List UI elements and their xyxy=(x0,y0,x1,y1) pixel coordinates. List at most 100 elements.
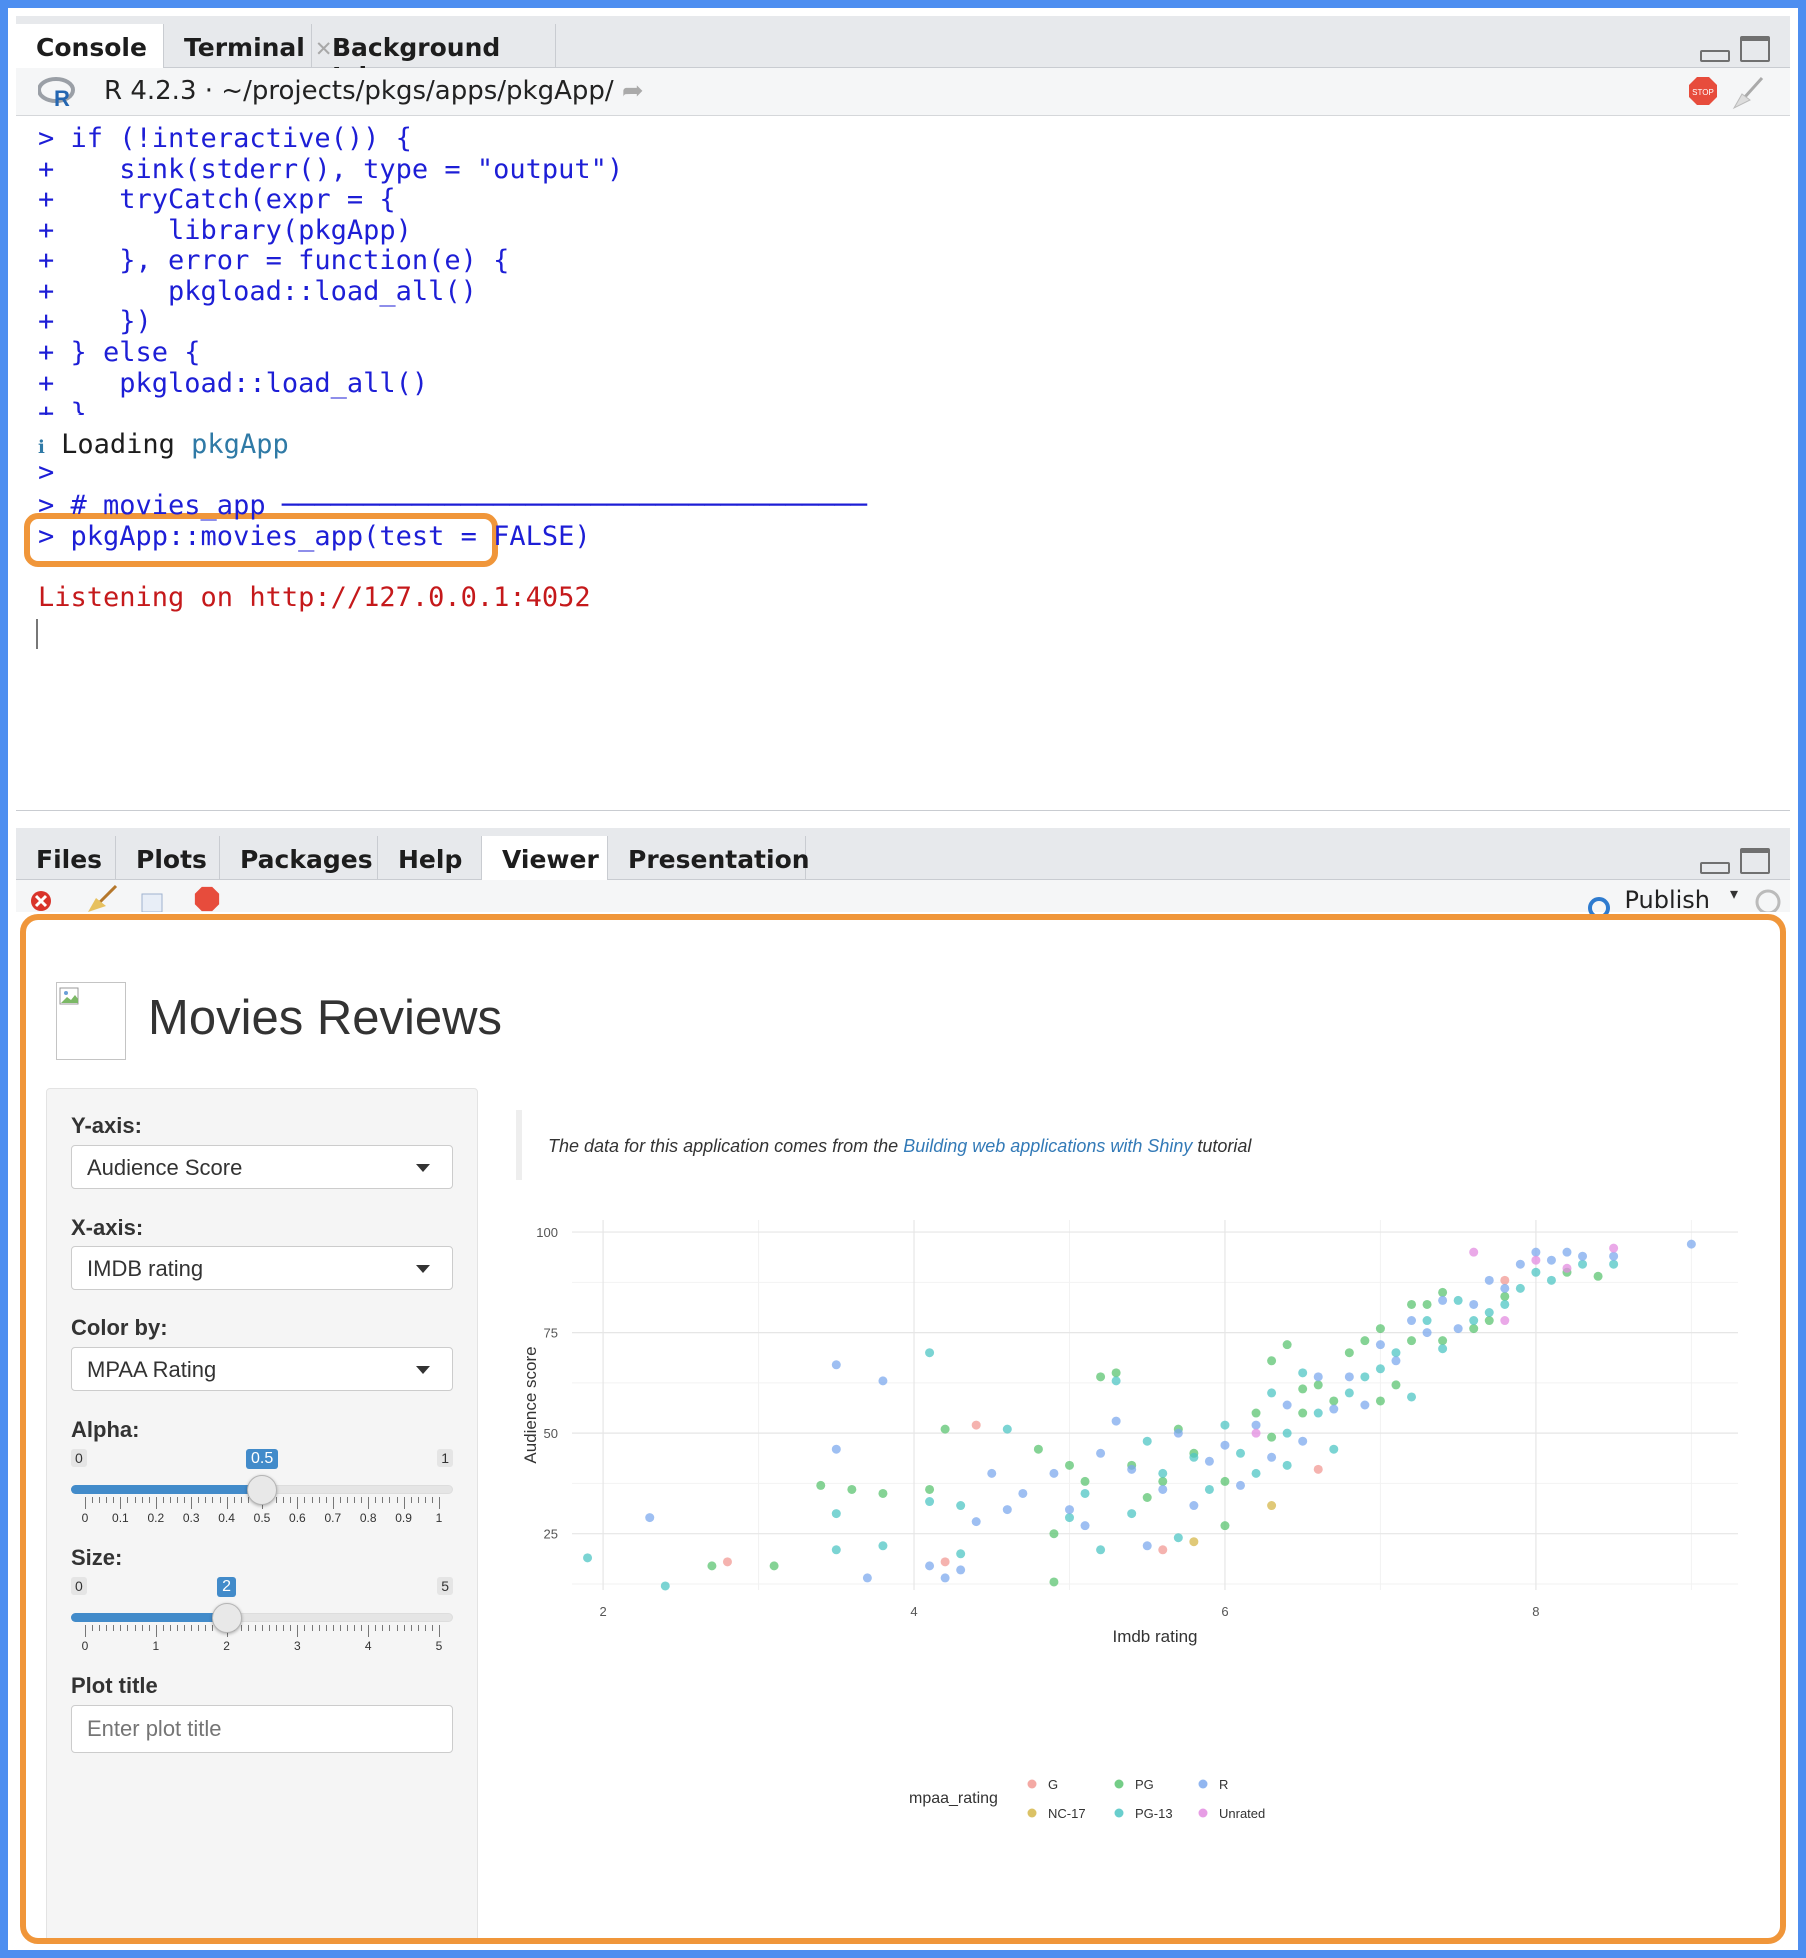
maximize-pane-icon[interactable] xyxy=(1740,848,1770,874)
tab-terminal[interactable]: Terminal ✕ xyxy=(164,24,332,68)
publish-dropdown-icon[interactable]: ▾ xyxy=(1729,884,1738,903)
maximize-pane-icon[interactable] xyxy=(1740,36,1770,62)
plot-title-input[interactable] xyxy=(71,1705,453,1753)
data-point xyxy=(1469,1299,1479,1309)
data-point xyxy=(956,1549,966,1559)
tutorial-link[interactable]: Building web applications with Shiny xyxy=(903,1136,1193,1156)
data-point xyxy=(1546,1275,1556,1285)
tab-label: Files xyxy=(36,845,103,874)
data-point xyxy=(1360,1372,1370,1382)
tab-console[interactable]: Console xyxy=(16,24,164,69)
data-point xyxy=(1251,1408,1261,1418)
minimize-pane-icon[interactable] xyxy=(1700,862,1730,874)
data-point xyxy=(1375,1340,1385,1350)
slider-handle[interactable] xyxy=(211,1603,242,1633)
remove-viewer-icon[interactable] xyxy=(30,890,52,912)
data-point xyxy=(1531,1267,1541,1277)
data-point xyxy=(925,1484,935,1494)
slider-tick xyxy=(127,1625,129,1631)
minimize-pane-icon[interactable] xyxy=(1700,50,1730,62)
tab-packages[interactable]: Packages xyxy=(220,836,378,880)
data-point xyxy=(1453,1295,1463,1305)
slider-tick xyxy=(290,1497,292,1503)
sidebar-panel: Y-axis: Audience Score X-axis: IMDB rati… xyxy=(46,1088,478,1938)
slider-tick xyxy=(184,1497,186,1503)
data-point xyxy=(1469,1324,1479,1334)
app-title: Movies Reviews xyxy=(148,991,502,1045)
export-icon[interactable] xyxy=(138,888,168,912)
clear-console-icon[interactable] xyxy=(1728,74,1768,110)
data-point xyxy=(1391,1348,1401,1358)
data-point xyxy=(707,1561,717,1571)
data-point xyxy=(1438,1344,1448,1354)
data-point xyxy=(831,1444,841,1454)
clear-viewer-icon[interactable] xyxy=(86,884,120,912)
tab-help[interactable]: Help xyxy=(378,836,482,880)
color-by-label: Color by: xyxy=(71,1315,168,1340)
slider-tick xyxy=(169,1497,171,1503)
slider-tick xyxy=(396,1497,398,1503)
alpha-slider[interactable]: 0 1 0.5 0 0.1 0.2 0.3 0.4 0.5 0.6 0.7 0.8 0.9 1 xyxy=(71,1449,453,1539)
console-line: > pkgApp::movies_app(test = FALSE) xyxy=(38,521,591,552)
slider-tick xyxy=(431,1497,433,1503)
refresh-icon[interactable] xyxy=(1752,884,1784,912)
viewer-content: Movies Reviews Y-axis: Audience Score X-… xyxy=(20,914,1786,1944)
tab-background-jobs[interactable]: Background Jobs✕ xyxy=(312,24,556,91)
slider-tick xyxy=(85,1497,86,1509)
slider-tick xyxy=(304,1497,306,1503)
data-point xyxy=(1313,1380,1323,1390)
console-line: + tryCatch(expr = { xyxy=(38,184,396,215)
data-point xyxy=(1033,1444,1043,1454)
viewer-tabbar: Files Plots Packages Help Viewer Present… xyxy=(16,828,1790,881)
console-line: + } else { xyxy=(38,337,201,368)
slider-max: 1 xyxy=(437,1449,453,1467)
data-point xyxy=(1173,1533,1183,1543)
color-by-select[interactable]: MPAA Rating xyxy=(71,1347,453,1391)
publish-icon[interactable] xyxy=(1584,888,1614,914)
tab-plots[interactable]: Plots xyxy=(116,836,220,880)
viewer-toolbar: Publish ▾ xyxy=(16,880,1790,914)
data-point xyxy=(660,1581,670,1591)
chevron-down-icon xyxy=(416,1164,430,1172)
data-point xyxy=(1500,1291,1510,1301)
slider-tick xyxy=(403,1625,405,1631)
go-to-dir-icon[interactable]: ➦ xyxy=(621,76,644,106)
x-axis-select[interactable]: IMDB rating xyxy=(71,1246,453,1290)
legend-label: NC-17 xyxy=(1048,1806,1086,1821)
chevron-down-icon xyxy=(416,1265,430,1273)
slider-handle[interactable] xyxy=(247,1475,277,1505)
size-slider[interactable]: 0 5 2 0 1 2 3 4 5 xyxy=(71,1577,453,1667)
legend-swatch xyxy=(1027,1808,1037,1818)
y-axis-select[interactable]: Audience Score xyxy=(71,1145,453,1189)
slider-tick-label: 1 xyxy=(152,1639,160,1653)
data-point xyxy=(1422,1328,1432,1338)
chevron-down-icon xyxy=(416,1366,430,1374)
data-point xyxy=(1282,1460,1292,1470)
x-tick-label: 2 xyxy=(599,1604,606,1619)
close-icon[interactable]: ✕ xyxy=(314,37,333,61)
legend-label: R xyxy=(1219,1777,1228,1792)
data-point xyxy=(1375,1324,1385,1334)
publish-button[interactable]: Publish xyxy=(1624,886,1710,914)
legend-label: PG-13 xyxy=(1135,1806,1173,1821)
stop-icon[interactable]: STOP xyxy=(1688,76,1718,106)
broken-image-icon xyxy=(59,987,79,1005)
slider-tick xyxy=(389,1497,391,1503)
console-output[interactable]: > if (!interactive()) { + sink(stderr(),… xyxy=(16,117,1790,811)
tab-label: Terminal xyxy=(184,33,305,62)
scatter-plot[interactable]: 2 4 6 8 25 50 75 100 Imdb rating Audience score mp… xyxy=(512,1190,1786,1944)
data-point xyxy=(878,1541,888,1551)
data-point xyxy=(1267,1432,1277,1442)
data-point xyxy=(1189,1452,1199,1462)
tab-viewer[interactable]: Viewer xyxy=(482,836,608,881)
tab-files[interactable]: Files xyxy=(16,836,116,880)
data-point xyxy=(1111,1368,1121,1378)
tab-label: Packages xyxy=(240,845,373,874)
stop-app-icon[interactable] xyxy=(192,886,222,912)
data-point xyxy=(1609,1243,1619,1253)
slider-tick xyxy=(184,1625,186,1631)
slider-tick xyxy=(127,1497,129,1503)
tab-presentation[interactable]: Presentation xyxy=(608,836,810,880)
legend-label: Unrated xyxy=(1219,1806,1265,1821)
legend-swatch xyxy=(1114,1779,1124,1789)
